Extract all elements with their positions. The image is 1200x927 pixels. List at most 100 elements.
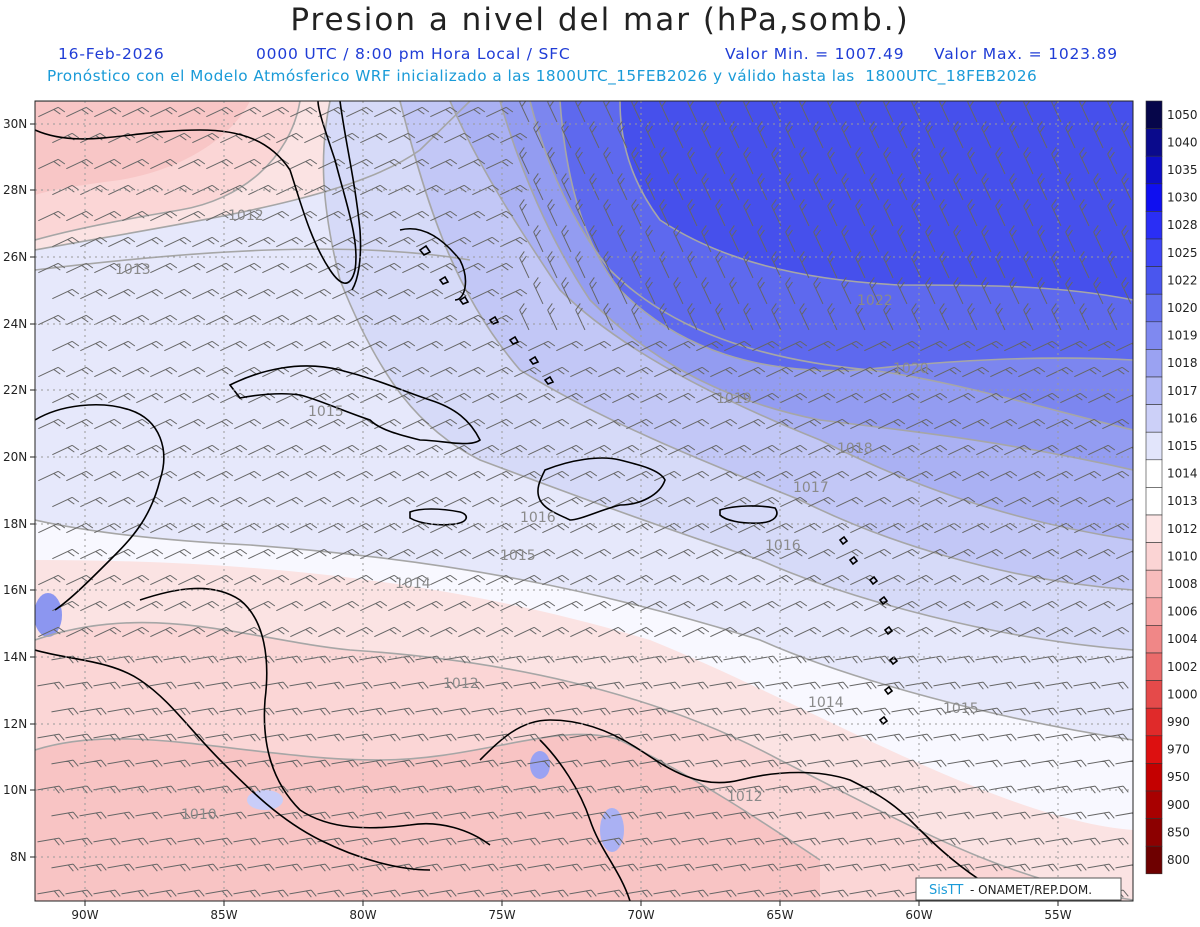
wind-barb [933,681,961,690]
wind-barb [863,759,891,768]
map-frame [34,100,1134,902]
wind-barb [290,418,318,430]
wind-barb [947,707,975,716]
wind-barb [799,251,810,279]
wind-barb [164,600,192,612]
wind-barb [220,288,248,300]
wind-barb [766,626,794,638]
wind-barb [807,811,835,820]
wind-barb [150,106,178,118]
wind-barb [262,522,290,534]
wind-barb [500,392,528,404]
wind-barb [751,863,779,872]
wind-barb [547,303,558,331]
wind-barb [276,288,304,300]
wind-barb [373,681,401,690]
contour-label: 1010 [181,807,217,823]
wind-barb [304,496,332,508]
wind-barb [458,574,486,586]
wind-barb [1121,277,1132,305]
lon-label: 55W [1044,908,1071,922]
wind-barb [919,759,947,768]
wind-barb [388,288,416,300]
wind-barb [794,626,822,638]
wind-barb [653,837,681,846]
wind-barb [1059,759,1087,768]
wind-barb [835,811,863,820]
wind-barb [457,681,485,690]
wind-barb [625,681,653,690]
wind-barb [1088,548,1116,560]
wind-barb [953,121,964,149]
wind-barb [528,392,556,404]
wind-barb [178,418,206,430]
lat-label: 14N [3,650,27,664]
wind-barb [290,262,318,274]
wind-barb [962,574,990,586]
valid-date: 16-Feb-2026 [58,45,165,63]
wind-barb [486,522,514,534]
wind-barb [513,785,541,794]
wind-barb [444,548,472,560]
wind-barb [934,470,962,482]
wind-barb [709,837,737,846]
wind-barb [149,837,177,846]
wind-barb [799,303,810,331]
wind-barb [485,837,513,846]
wind-barb [583,863,611,872]
wind-barb [206,366,234,378]
wind-barb [710,470,738,482]
wind-barb [533,277,544,305]
wind-barb [150,366,178,378]
wind-barb [430,366,458,378]
wind-barb [1074,418,1102,430]
forecast-info: Pronóstico con el Modelo Atmósferico WRF… [47,67,1038,85]
wind-barb [752,548,780,560]
lon-label: 60W [905,908,932,922]
wind-barb [542,418,570,430]
wind-barb [262,210,290,222]
wind-barb [1018,366,1046,378]
wind-barb [617,173,628,201]
wind-barb [673,225,684,253]
wind-barb [597,837,625,846]
wind-barb [303,863,331,872]
wind-barb [891,863,919,872]
wind-barb [290,574,318,586]
wind-barb [94,418,122,430]
wind-barb [682,626,710,638]
wind-barb [981,225,992,253]
wind-barb [500,132,528,144]
wind-barb [458,418,486,430]
wind-barb [892,600,920,612]
wind-barb [38,262,66,274]
wind-barb [891,707,919,716]
wind-barb [150,574,178,586]
wind-barb [192,444,220,456]
wind-barb [724,340,752,352]
wind-barb [177,889,205,898]
wind-barb [667,759,695,768]
wind-barb [561,277,572,305]
wind-barb [262,626,290,638]
colorbar-swatch [1145,211,1163,240]
wind-barb [108,548,136,560]
wind-barb [695,863,723,872]
wind-barb [206,626,234,638]
wind-barb [79,811,107,820]
wind-barb [206,470,234,482]
wind-barb [318,470,346,482]
wind-barb [289,889,317,898]
wind-barb [906,626,934,638]
wind-barb [107,707,135,716]
wind-barb [611,811,639,820]
wind-barb [612,444,640,456]
colorbar-swatch [1145,790,1163,819]
wind-barb [514,522,542,534]
wind-barb [555,863,583,872]
wind-barb [737,837,765,846]
wind-barb [967,303,978,331]
wind-barb [696,496,724,508]
wind-barb [808,548,836,560]
wind-barb [52,288,80,300]
